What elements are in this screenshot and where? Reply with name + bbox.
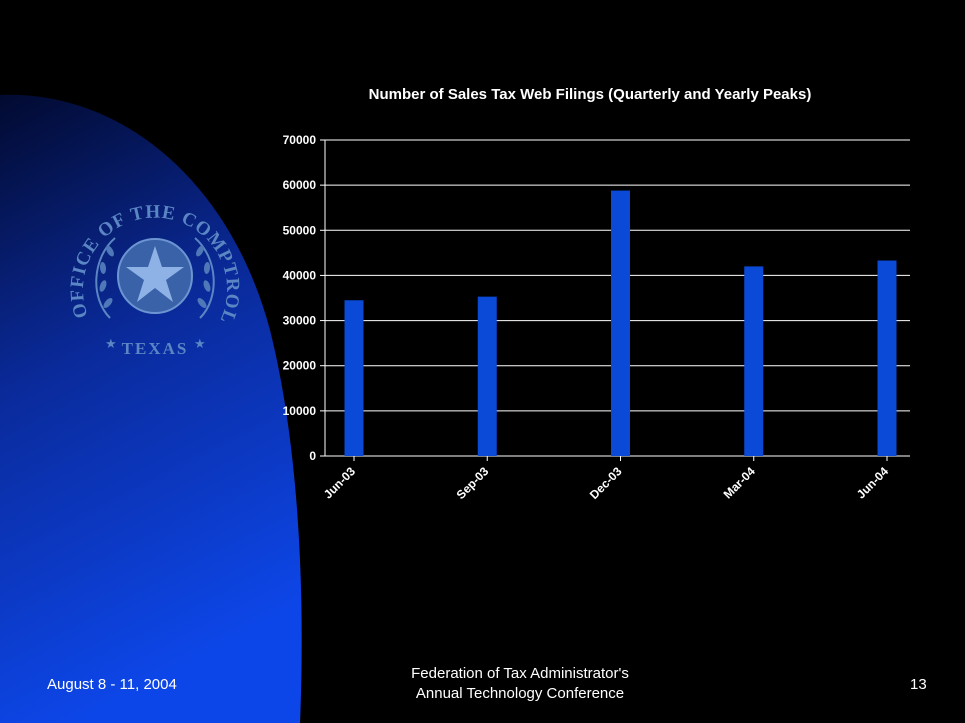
chart-title: Number of Sales Tax Web Filings (Quarter…: [368, 86, 812, 103]
y-tick-label: 60000: [283, 178, 317, 192]
seal-star-left-icon: ★: [105, 336, 117, 351]
x-tick-labels: Jun-03 Sep-03 Dec-03 Mar-04 Jun-04: [321, 464, 891, 502]
y-tick-label: 50000: [283, 223, 317, 237]
footer-conference-line1: Federation of Tax Administrator's: [411, 665, 629, 682]
x-tick-label: Jun-03: [321, 464, 358, 501]
comptroller-seal-logo: OFFICE OF THE COMPTROLLER TEXAS ★ ★: [70, 188, 240, 358]
footer-conference: Federation of Tax Administrator's Annual…: [340, 664, 700, 704]
page-number: 13: [910, 676, 927, 693]
seal-star-right-icon: ★: [194, 336, 206, 351]
x-tick-label: Dec-03: [587, 464, 625, 502]
y-tick-label: 40000: [283, 268, 317, 282]
y-tick-label: 30000: [283, 314, 317, 328]
x-tick-label: Mar-04: [721, 464, 758, 501]
x-tick-label: Sep-03: [454, 464, 492, 502]
bar-dec-03: [611, 190, 630, 456]
bar-jun-03: [344, 300, 364, 456]
bar-mar-04: [744, 266, 764, 456]
y-tick-label: 10000: [283, 404, 317, 418]
bar-sep-03: [477, 296, 497, 456]
footer-date: August 8 - 11, 2004: [47, 676, 177, 693]
footer-conference-line2: Annual Technology Conference: [415, 685, 625, 702]
y-tick-label: 20000: [283, 359, 317, 373]
y-tick-labels: 0 10000 20000 30000 40000 50000 60000 70000: [283, 133, 317, 463]
seal-bottom-text: TEXAS: [122, 339, 189, 358]
chart-bars: [344, 190, 897, 456]
y-tick-label: 70000: [283, 133, 317, 147]
x-tick-label: Jun-04: [854, 464, 891, 501]
y-tick-label: 0: [309, 449, 316, 463]
bar-jun-04: [877, 260, 897, 456]
